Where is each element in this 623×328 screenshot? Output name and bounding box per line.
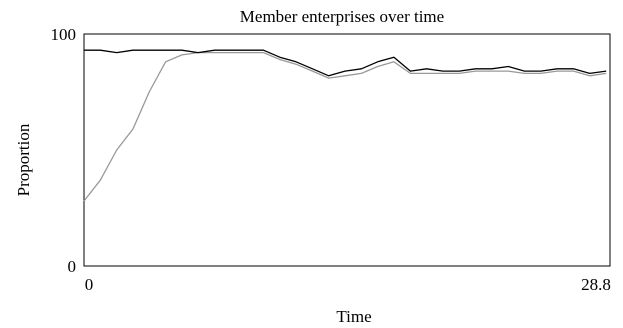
x-tick-label: 0	[85, 275, 94, 294]
series-layer	[83, 49, 607, 202]
y-axis-label: Proportion	[14, 123, 33, 196]
chart-title: Member enterprises over time	[240, 7, 444, 26]
series-line-1	[84, 49, 607, 77]
plot-frame	[83, 33, 611, 267]
tick-labels: 0 100 0 28.8	[51, 25, 611, 294]
y-tick-label: 100	[51, 25, 77, 44]
series-line-2	[83, 51, 607, 202]
y-tick-label: 0	[68, 257, 77, 276]
x-tick-label: 28.8	[581, 275, 611, 294]
x-axis-label: Time	[336, 307, 371, 326]
